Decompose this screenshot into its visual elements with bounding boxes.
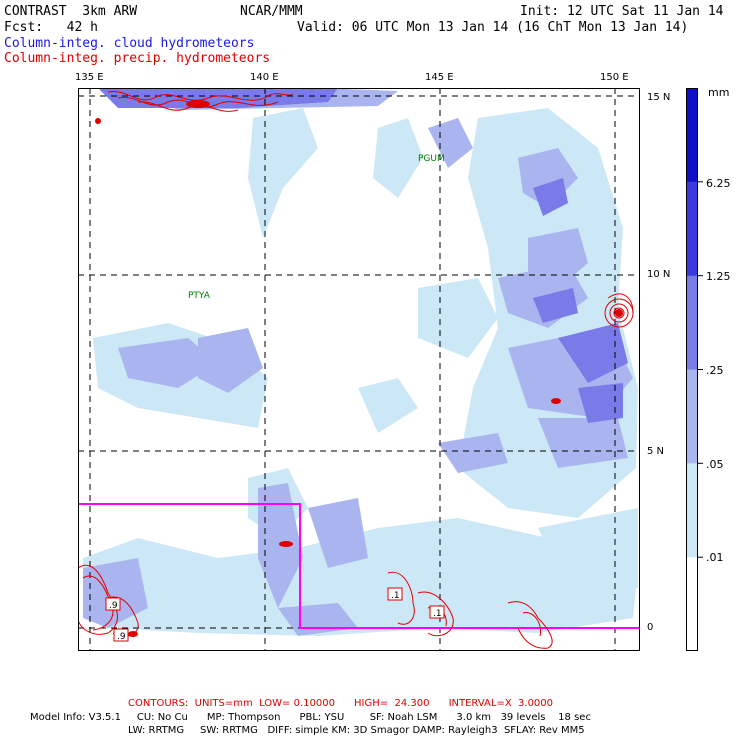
legend-bin-4 (686, 463, 698, 558)
legend-bin-2 (686, 275, 698, 370)
lat-label-eq: 0 (647, 622, 654, 633)
lon-label-145: 145 E (425, 72, 454, 83)
legend-level-1: 6.25 (706, 177, 731, 190)
contour-label-1: .9 (109, 601, 118, 611)
legend-level-4: .05 (706, 458, 724, 471)
contour-label-3: .1 (391, 591, 400, 601)
map-plot: .9 .9 .1 .1 PGUM PTYA (78, 88, 640, 651)
lat-label-15n: 15 N (647, 92, 671, 103)
contour-label-2: .9 (117, 632, 126, 642)
legend-bin-1 (686, 181, 698, 277)
model-title: CONTRAST 3km ARW (4, 4, 138, 19)
cloud-shading-dark (98, 88, 628, 423)
forecast-hour: Fcst: 42 h (4, 20, 98, 35)
station-pgum: PGUM (418, 154, 445, 164)
map-border (78, 88, 640, 651)
contours-info: CONTOURS: UNITS=mm LOW= 0.10000 HIGH= 24… (128, 698, 554, 709)
model-info-line-2: LW: RRTMG SW: RRTMG DIFF: simple KM: 3D … (128, 725, 585, 736)
legend-bin-5 (686, 557, 698, 652)
lon-label-150: 150 E (600, 72, 629, 83)
lat-label-10n: 10 N (647, 269, 671, 280)
valid-time: Valid: 06 UTC Mon 13 Jan 14 (16 ChT Mon … (297, 20, 689, 35)
field-cloud-label: Column-integ. cloud hydrometeors (4, 36, 255, 51)
model-info-line-1: Model Info: V3.5.1 CU: No Cu MP: Thompso… (30, 712, 591, 723)
precip-contours (78, 90, 634, 649)
legend-level-2: 1.25 (706, 270, 731, 283)
precip-blobs (95, 100, 623, 637)
legend-units: mm (708, 86, 730, 99)
init-time: Init: 12 UTC Sat 11 Jan 14 (520, 4, 724, 19)
lat-label-5n: 5 N (647, 446, 665, 457)
legend-bin-3 (686, 369, 698, 464)
contour-label-4: .1 (433, 609, 442, 619)
lon-label-140: 140 E (250, 72, 279, 83)
legend-border (686, 88, 698, 651)
legend-level-3: .25 (706, 364, 724, 377)
station-ptya: PTYA (188, 291, 211, 301)
field-precip-label: Column-integ. precip. hydrometeors (4, 51, 271, 66)
legend-colorbar (686, 88, 703, 652)
contour-label-boxes: .9 .9 .1 .1 (105, 587, 445, 642)
legend-bin-0 (686, 88, 698, 183)
legend-bins (686, 88, 703, 652)
legend-level-5: .01 (706, 551, 724, 564)
lon-label-135: 135 E (75, 72, 104, 83)
center-title: NCAR/MMM (240, 4, 303, 19)
nested-domain-box (78, 503, 640, 629)
